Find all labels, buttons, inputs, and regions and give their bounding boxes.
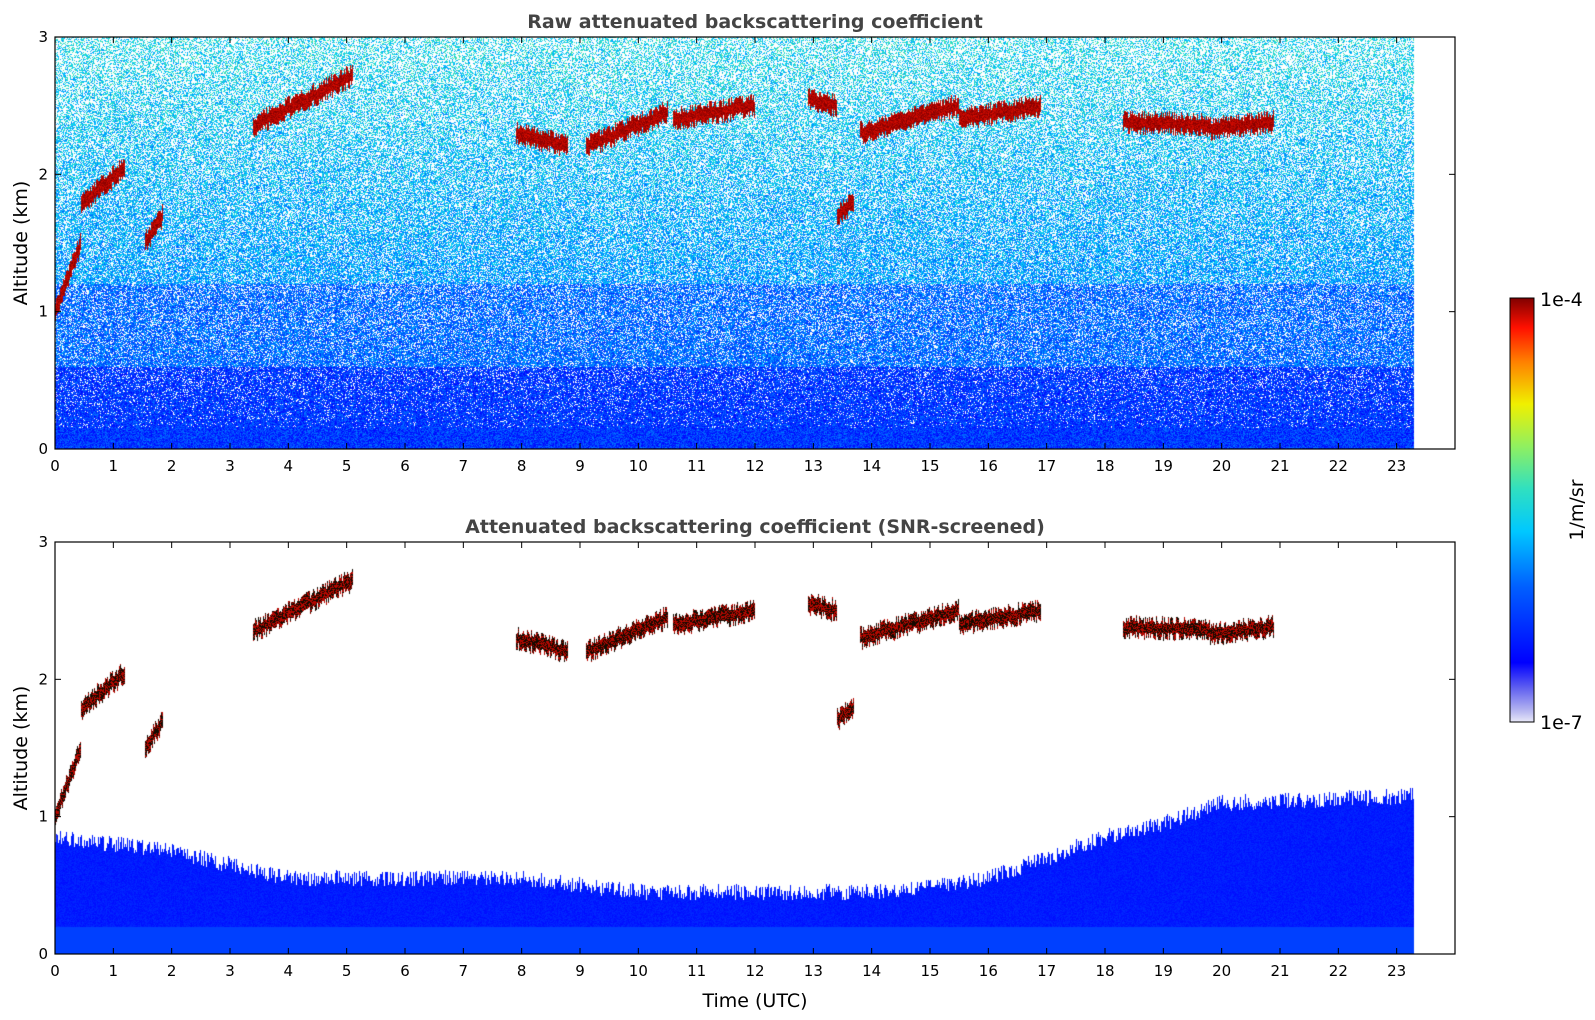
x-tick-label: 1 (109, 962, 119, 980)
x-tick-label: 20 (1212, 457, 1231, 475)
x-tick-label: 16 (979, 962, 998, 980)
x-tick-label: 12 (745, 457, 764, 475)
x-tick-label: 10 (629, 457, 648, 475)
x-tick-label: 11 (687, 457, 706, 475)
colorbar-max-label: 1e-4 (1540, 289, 1583, 311)
x-tick-label: 17 (1037, 457, 1056, 475)
x-tick-label: 15 (920, 962, 939, 980)
x-tick-label: 9 (575, 962, 585, 980)
x-tick-label: 21 (1270, 457, 1289, 475)
y-tick-label: 2 (38, 165, 48, 183)
x-tick-label: 8 (517, 962, 527, 980)
y-tick-label: 1 (38, 303, 48, 321)
x-tick-label: 14 (862, 457, 881, 475)
x-tick-label: 1 (109, 457, 119, 475)
top-heatmap (55, 37, 1455, 449)
x-tick-label: 2 (167, 962, 177, 980)
bottom-heatmap-image (55, 542, 1455, 954)
x-tick-label: 21 (1270, 962, 1289, 980)
x-tick-label: 16 (979, 457, 998, 475)
top-heatmap-image (55, 37, 1455, 449)
top-panel-title: Raw attenuated backscattering coefficien… (527, 11, 983, 33)
x-tick-label: 19 (1154, 457, 1173, 475)
top-y-axis-label: Altitude (km) (10, 181, 32, 306)
x-tick-label: 6 (400, 457, 410, 475)
x-tick-label: 23 (1387, 457, 1406, 475)
x-tick-label: 17 (1037, 962, 1056, 980)
x-tick-label: 4 (284, 962, 294, 980)
colorbar-min-label: 1e-7 (1540, 712, 1583, 734)
colorbar-unit-label: 1/m/sr (1566, 479, 1588, 540)
y-tick-label: 0 (38, 945, 48, 963)
x-tick-label: 7 (459, 962, 469, 980)
bottom-y-axis-label: Altitude (km) (10, 686, 32, 811)
x-tick-label: 15 (920, 457, 939, 475)
x-tick-label: 20 (1212, 962, 1231, 980)
x-tick-label: 5 (342, 962, 352, 980)
bottom-panel: Attenuated backscattering coefficient (S… (10, 516, 1456, 1012)
x-tick-label: 14 (862, 962, 881, 980)
x-tick-label: 5 (342, 457, 352, 475)
y-tick-label: 0 (38, 440, 48, 458)
x-tick-label: 19 (1154, 962, 1173, 980)
x-tick-label: 11 (687, 962, 706, 980)
bottom-panel-title: Attenuated backscattering coefficient (S… (465, 516, 1045, 538)
x-tick-label: 18 (1095, 457, 1114, 475)
x-tick-label: 18 (1095, 962, 1114, 980)
x-tick-label: 12 (745, 962, 764, 980)
colorbar: 1e-4 1e-7 1/m/sr (1509, 289, 1588, 734)
x-tick-label: 22 (1329, 962, 1348, 980)
x-tick-label: 2 (167, 457, 177, 475)
x-tick-label: 3 (225, 457, 235, 475)
bottom-x-ticks: 0 1 2 3 4 5 6 7 8 9 10 11 12 13 14 15 16 17 18 19 20 21 22 23 (50, 542, 1406, 980)
x-tick-label: 9 (575, 457, 585, 475)
colorbar-gradient (1509, 297, 1535, 723)
top-panel: Raw attenuated backscattering coefficien… (10, 11, 1456, 475)
x-tick-label: 8 (517, 457, 527, 475)
x-axis-label: Time (UTC) (701, 990, 807, 1012)
x-tick-label: 4 (284, 457, 294, 475)
x-tick-label: 23 (1387, 962, 1406, 980)
y-tick-label: 1 (38, 808, 48, 826)
top-y-ticks: 0 1 2 3 (38, 28, 1455, 458)
bottom-y-ticks: 0 1 2 3 (38, 533, 1455, 963)
x-tick-label: 13 (804, 457, 823, 475)
bottom-heatmap (55, 542, 1455, 954)
x-tick-label: 0 (50, 962, 60, 980)
x-tick-label: 13 (804, 962, 823, 980)
y-tick-label: 3 (38, 28, 48, 46)
x-tick-label: 3 (225, 962, 235, 980)
x-tick-label: 22 (1329, 457, 1348, 475)
y-tick-label: 2 (38, 670, 48, 688)
x-tick-label: 7 (459, 457, 469, 475)
y-tick-label: 3 (38, 533, 48, 551)
x-tick-label: 0 (50, 457, 60, 475)
x-tick-label: 6 (400, 962, 410, 980)
x-tick-label: 10 (629, 962, 648, 980)
top-x-ticks: 0 1 2 3 4 5 6 7 8 9 10 11 12 13 14 15 16 17 18 19 20 21 22 23 (50, 37, 1406, 475)
